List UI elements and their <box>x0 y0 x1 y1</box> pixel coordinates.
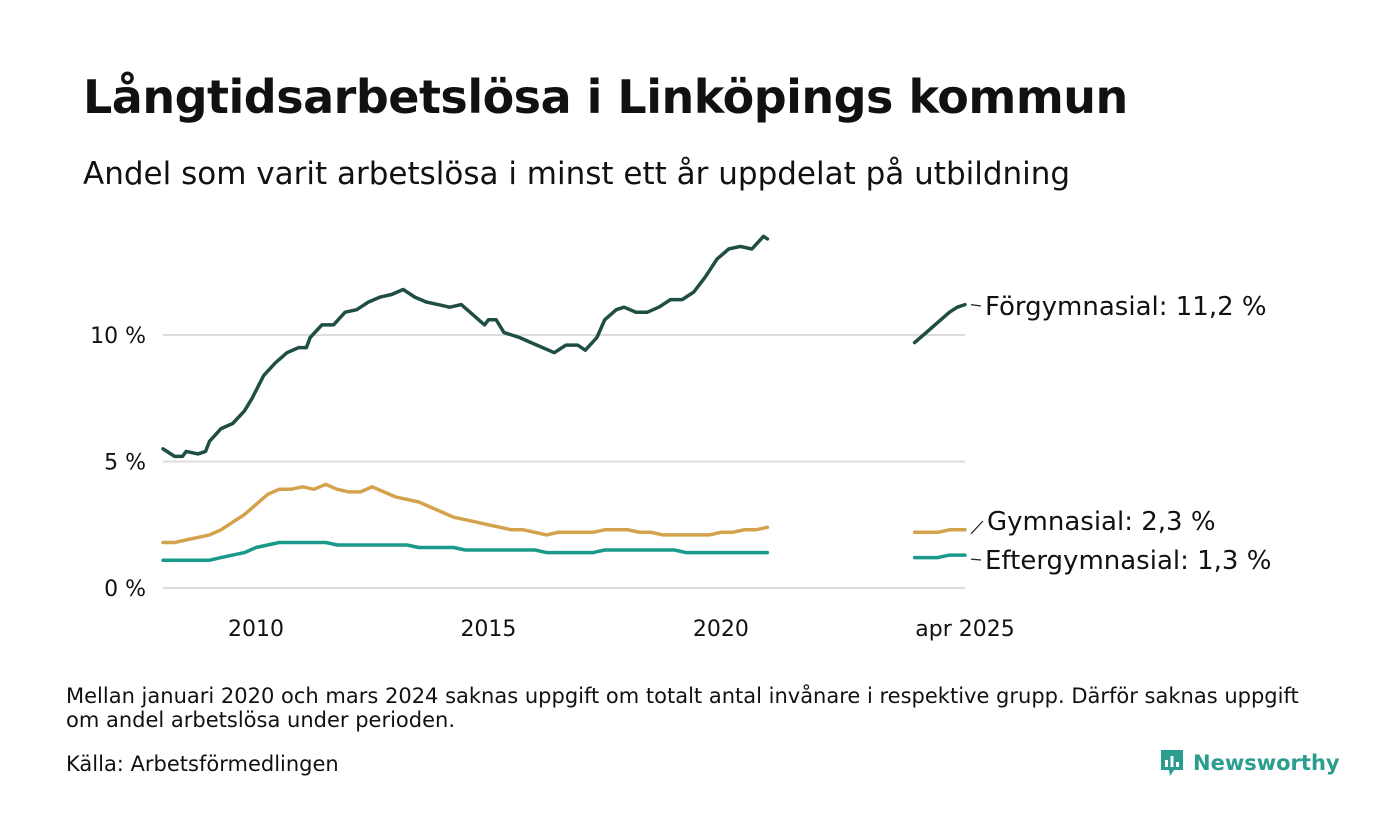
x-tick-label: 2010 <box>228 617 284 642</box>
x-tick-label: apr 2025 <box>915 617 1014 642</box>
y-tick-label: 10 % <box>90 324 146 349</box>
series-lines <box>161 234 967 562</box>
series-label-forgymnasial: Förgymnasial: 11,2 % <box>985 292 1267 322</box>
newsworthy-icon <box>1161 750 1183 776</box>
series-line-eftergymnasial-2 <box>912 553 967 560</box>
y-axis-ticks: 0 % 5 % 10 % <box>90 324 146 602</box>
label-leader-eftergymnasial <box>970 558 982 561</box>
chart-subtitle: Andel som varit arbetslösa i minst ett å… <box>83 156 1071 192</box>
series-line-gymnasial-1 <box>161 482 770 545</box>
x-tick-label: 2015 <box>460 617 516 642</box>
grid-layer <box>163 334 965 589</box>
series-line-gymnasial-2 <box>912 528 967 535</box>
series-label-eftergymnasial: Eftergymnasial: 1,3 % <box>985 546 1271 576</box>
series-labels: Förgymnasial: 11,2 % Gymnasial: 2,3 % Efte… <box>970 292 1271 576</box>
y-tick-label: 0 % <box>104 577 146 602</box>
brand-name: Newsworthy <box>1193 751 1340 775</box>
chart-title: Långtidsarbetslösa i Linköpings kommun <box>83 70 1128 124</box>
y-tick-label: 5 % <box>104 451 146 476</box>
label-leader-forgymnasial <box>970 304 982 307</box>
source-text: Källa: Arbetsförmedlingen <box>66 752 339 776</box>
chart-note: Mellan januari 2020 och mars 2024 saknas… <box>66 684 1299 732</box>
brand-logo[interactable]: Newsworthy <box>1159 748 1340 778</box>
label-leader-gymnasial <box>970 520 984 535</box>
x-axis-ticks: 2010 2015 2020 apr 2025 <box>228 617 1015 642</box>
series-label-gymnasial: Gymnasial: 2,3 % <box>987 507 1216 537</box>
series-line-eftergymnasial-1 <box>161 540 770 562</box>
series-line-forgymnasial-2 <box>912 302 967 345</box>
series-line-forgymnasial-1 <box>161 234 770 459</box>
x-tick-label: 2020 <box>693 617 749 642</box>
